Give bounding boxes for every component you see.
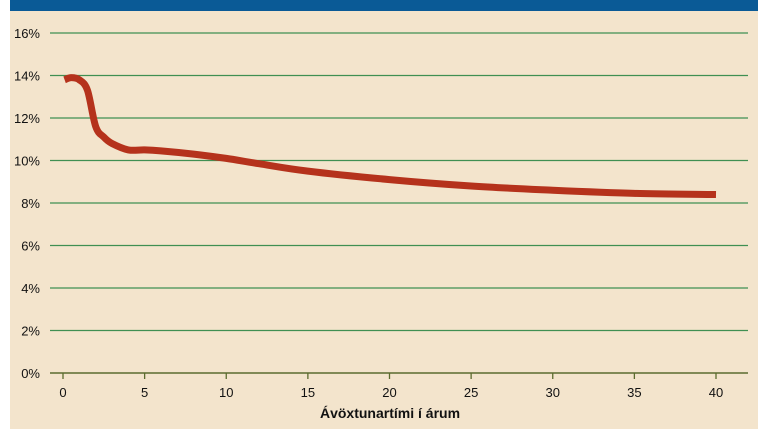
y-axis-tick-labels: 0% 2% 4% 6% 8% 10% 12% 14% 16% [14, 26, 40, 381]
x-axis-label: Ávöxtunartími í árum [320, 405, 460, 421]
y-tick-label-16: 16% [14, 26, 40, 41]
gridlines [50, 32, 748, 332]
x-tick-label-40: 40 [709, 385, 723, 400]
x-tick-label-20: 20 [382, 385, 396, 400]
y-tick-label-10: 10% [14, 154, 40, 169]
y-tick-label-4: 4% [21, 281, 40, 296]
y-tick-label-0: 0% [21, 366, 40, 381]
x-tick-label-0: 0 [59, 385, 66, 400]
y-tick-label-12: 12% [14, 111, 40, 126]
x-tick-label-25: 25 [464, 385, 478, 400]
y-tick-label-8: 8% [21, 196, 40, 211]
x-axis-tick-labels: 0 5 10 15 20 25 30 35 40 [59, 385, 723, 400]
x-tick-label-10: 10 [219, 385, 233, 400]
chart-header-bar [10, 0, 758, 11]
y-tick-label-2: 2% [21, 324, 40, 339]
y-tick-label-6: 6% [21, 239, 40, 254]
x-tick-label-35: 35 [627, 385, 641, 400]
series [63, 74, 717, 198]
y-tick-label-14: 14% [14, 69, 40, 84]
x-tick-label-30: 30 [546, 385, 560, 400]
x-tick-label-15: 15 [301, 385, 315, 400]
chart-panel [10, 11, 758, 429]
x-tick-label-5: 5 [141, 385, 148, 400]
yield-curve-line [63, 74, 717, 198]
x-axis [50, 372, 748, 379]
